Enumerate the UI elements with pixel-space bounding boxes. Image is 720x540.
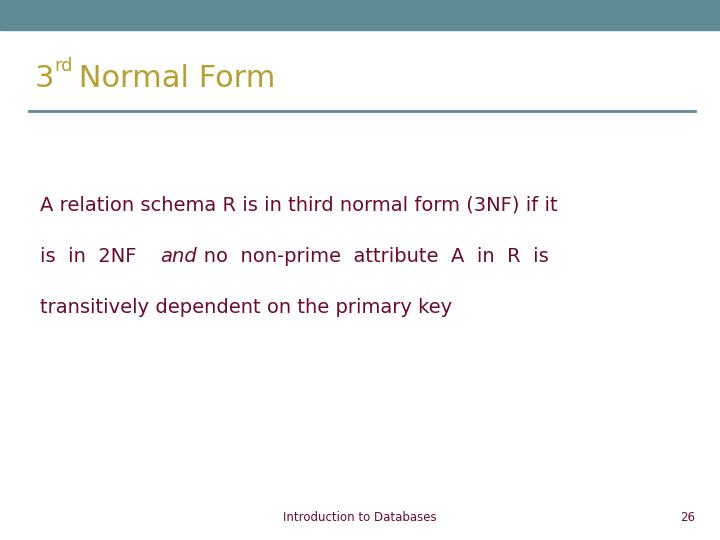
Text: 3: 3 xyxy=(35,64,54,93)
Text: no  non-prime  attribute  A  in  R  is: no non-prime attribute A in R is xyxy=(185,247,549,266)
Text: transitively dependent on the primary key: transitively dependent on the primary ke… xyxy=(40,298,451,318)
Bar xyxy=(0,0,720,30)
Text: is  in  2NF: is in 2NF xyxy=(40,247,148,266)
Text: Introduction to Databases: Introduction to Databases xyxy=(283,511,437,524)
Text: Normal Form: Normal Form xyxy=(69,64,276,93)
Text: A relation schema R is in third normal form (3NF) if it: A relation schema R is in third normal f… xyxy=(40,195,557,215)
Text: 26: 26 xyxy=(680,511,695,524)
Text: and: and xyxy=(161,247,197,266)
Text: rd: rd xyxy=(54,57,73,76)
